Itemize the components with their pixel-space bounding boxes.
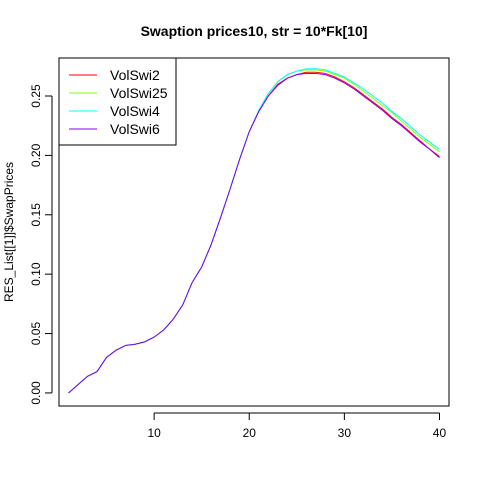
y-axis: 0.00 0.05 0.10 0.15 0.20 0.25 (29, 84, 53, 405)
x-tick-label: 30 (338, 426, 352, 440)
y-tick-label: 0.20 (29, 143, 43, 167)
y-tick-label: 0.25 (29, 84, 43, 108)
legend-label: VolSwi25 (110, 85, 168, 101)
legend-label: VolSwi4 (110, 103, 160, 119)
legend-box (58, 57, 177, 146)
legend: VolSwi2 VolSwi25 VolSwi4 VolSwi6 (58, 57, 177, 146)
y-tick-label: 0.15 (29, 203, 43, 227)
x-tick-label: 10 (147, 426, 161, 440)
x-axis: 10 20 30 40 (147, 412, 447, 440)
x-tick-label: 20 (243, 426, 257, 440)
plot-frame (58, 57, 450, 407)
legend-label: VolSwi2 (110, 67, 160, 83)
series-group (68, 68, 440, 394)
y-tick-label: 0.05 (29, 322, 43, 346)
y-tick-label: 0.10 (29, 262, 43, 286)
legend-label: VolSwi6 (110, 121, 160, 137)
chart-title: Swaption prices10, str = 10*Fk[10] (141, 23, 368, 39)
y-tick-label: 0.00 (29, 381, 43, 405)
series-line-volswi6 (68, 72, 440, 394)
y-axis-label: RES_List[[1]]$SwapPrices (2, 162, 16, 302)
x-tick-label: 40 (433, 426, 447, 440)
